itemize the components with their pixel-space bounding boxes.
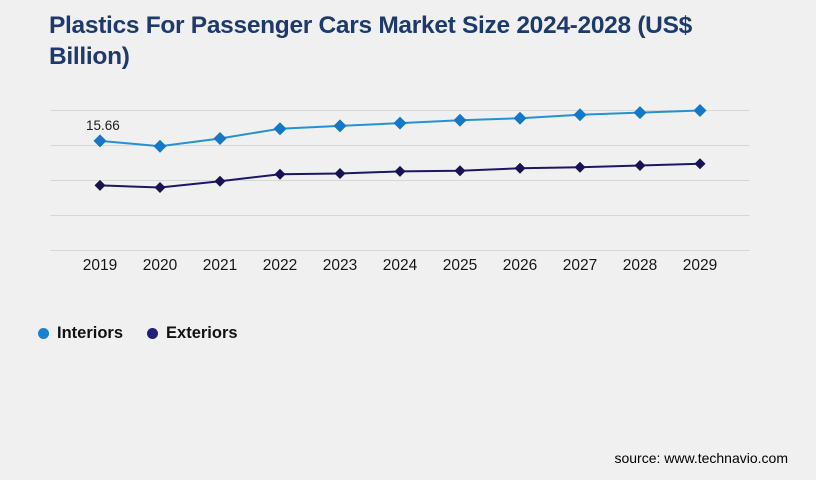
x-axis-label-2027: 2027 <box>563 257 597 274</box>
legend-item-interiors: Interiors <box>38 324 123 343</box>
x-axis-label-2028: 2028 <box>623 257 657 274</box>
data-point-exteriors-2029 <box>694 158 706 170</box>
x-axis-label-2029: 2029 <box>683 257 717 274</box>
data-point-exteriors-2023 <box>334 168 346 179</box>
data-point-interiors-2029 <box>693 104 707 117</box>
source-attribution: source: www.technavio.com <box>614 450 788 466</box>
data-point-interiors-2019 <box>93 134 107 148</box>
x-axis-label-2026: 2026 <box>503 257 537 274</box>
chart-title-line1: Plastics For Passenger Cars Market Size … <box>49 12 692 39</box>
chart-title-line2: Billion) <box>49 43 130 70</box>
data-point-exteriors-2021 <box>214 175 226 187</box>
chart-title: Plastics For Passenger Cars Market Size … <box>49 10 692 72</box>
data-point-interiors-2026 <box>513 111 527 125</box>
data-point-interiors-2027 <box>573 108 587 122</box>
data-point-interiors-2022 <box>273 122 287 136</box>
data-point-interiors-2028 <box>633 106 647 120</box>
x-axis-label-2024: 2024 <box>383 257 418 274</box>
data-point-interiors-2024 <box>393 116 407 130</box>
data-point-exteriors-2019 <box>94 179 106 191</box>
x-axis-label-2022: 2022 <box>263 257 297 274</box>
data-point-exteriors-2022 <box>274 168 286 180</box>
x-axis-label-2023: 2023 <box>323 257 357 274</box>
x-axis-label-2019: 2019 <box>83 257 117 274</box>
data-point-interiors-2025 <box>453 113 467 127</box>
chart-legend: Interiors Exteriors <box>38 324 238 343</box>
legend-item-exteriors: Exteriors <box>147 324 238 343</box>
x-axis-label-2020: 2020 <box>143 257 178 274</box>
data-point-interiors-2023 <box>333 119 347 133</box>
legend-label-interiors: Interiors <box>57 324 124 342</box>
data-point-exteriors-2026 <box>514 162 526 174</box>
exteriors-legend-dot-icon <box>147 328 159 339</box>
data-point-interiors-2021 <box>213 132 227 145</box>
interiors-legend-dot-icon <box>38 328 49 339</box>
data-point-interiors-2020 <box>153 139 167 153</box>
legend-label-exteriors: Exteriors <box>166 324 238 342</box>
x-axis-label-2025: 2025 <box>443 257 477 274</box>
data-point-exteriors-2020 <box>154 182 166 193</box>
data-point-exteriors-2027 <box>574 161 586 173</box>
data-point-exteriors-2024 <box>394 165 406 177</box>
data-point-exteriors-2028 <box>634 159 646 171</box>
data-point-label-2019-interiors: 15.66 <box>86 118 120 133</box>
data-point-exteriors-2025 <box>454 165 466 177</box>
x-axis-label-2021: 2021 <box>203 257 237 274</box>
